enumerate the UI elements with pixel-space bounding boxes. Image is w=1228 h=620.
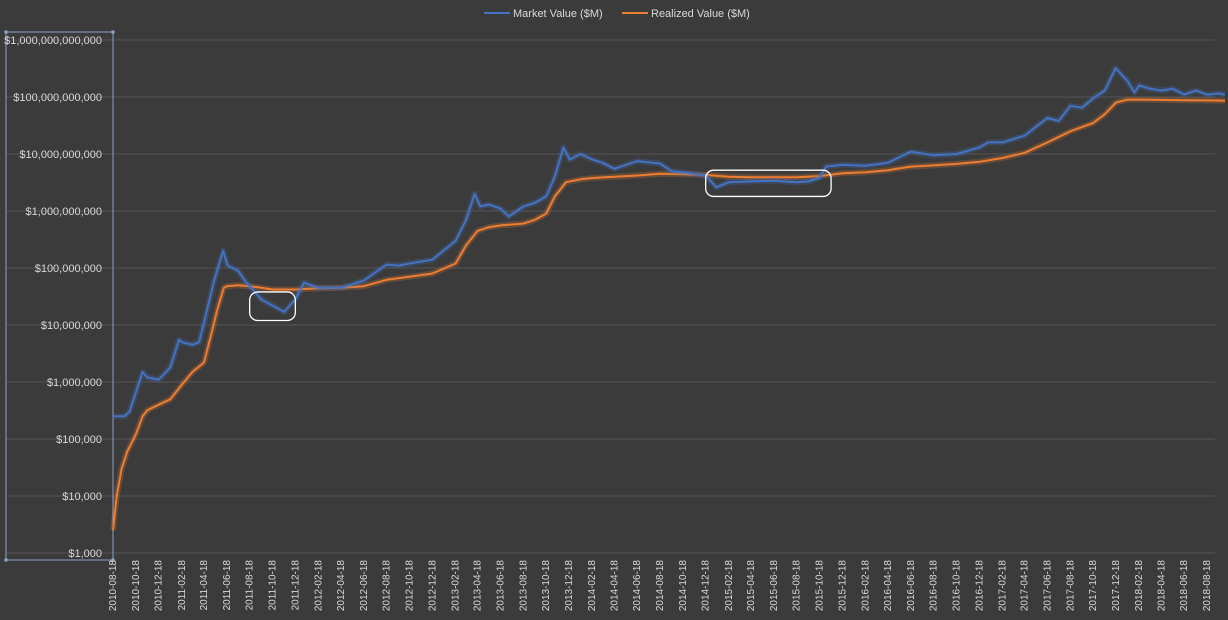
x-tick-label: 2012-02-18 bbox=[314, 560, 325, 612]
x-tick-label: 2011-12-18 bbox=[290, 560, 301, 611]
x-tick-label: 2012-04-18 bbox=[336, 560, 347, 612]
y-tick-label: $10,000,000 bbox=[41, 320, 102, 332]
x-tick-label: 2015-08-18 bbox=[792, 560, 803, 612]
legend-label-1: Realized Value ($M) bbox=[651, 8, 750, 20]
gridlines bbox=[6, 39, 1215, 554]
x-tick-label: 2017-02-18 bbox=[998, 560, 1009, 612]
x-tick-label: 2012-10-18 bbox=[405, 560, 416, 612]
x-tick-label: 2014-12-18 bbox=[701, 560, 712, 612]
x-tick-label: 2015-10-18 bbox=[814, 560, 825, 612]
y-tick-label: $1,000,000,000,000 bbox=[4, 35, 102, 47]
y-tick-label: $100,000,000 bbox=[35, 263, 102, 275]
x-tick-label: 2017-12-18 bbox=[1111, 560, 1122, 612]
x-tick-label: 2010-12-18 bbox=[154, 560, 165, 612]
x-tick-label: 2018-04-18 bbox=[1156, 560, 1167, 612]
x-tick-label: 2011-10-18 bbox=[267, 560, 278, 611]
legend-label-0: Market Value ($M) bbox=[513, 8, 603, 20]
annotation-highlight-0 bbox=[249, 291, 296, 322]
x-tick-label: 2014-10-18 bbox=[678, 560, 689, 612]
x-tick-label: 2016-02-18 bbox=[861, 560, 872, 612]
annotation-highlight-1 bbox=[705, 169, 832, 198]
x-tick-label: 2012-08-18 bbox=[382, 560, 393, 612]
x-tick-label: 2015-02-18 bbox=[724, 560, 735, 612]
x-tick-label: 2010-08-18 bbox=[108, 560, 119, 612]
y-tick-label: $100,000 bbox=[56, 434, 102, 446]
x-tick-label: 2014-04-18 bbox=[609, 560, 620, 612]
x-tick-label: 2013-12-18 bbox=[564, 560, 575, 612]
x-tick-label: 2010-10-18 bbox=[131, 560, 142, 612]
x-tick-label: 2015-06-18 bbox=[769, 560, 780, 612]
annotations bbox=[249, 169, 832, 322]
axis-handle bbox=[111, 30, 115, 34]
x-tick-label: 2011-04-18 bbox=[199, 560, 210, 611]
axis-handle bbox=[4, 30, 8, 34]
x-tick-labels: 2010-08-18 2010-10-18 2010-12-18 2011-02-18… bbox=[108, 560, 1213, 612]
y-tick-label: $1,000 bbox=[68, 548, 102, 560]
x-tick-label: 2016-06-18 bbox=[906, 560, 917, 612]
series-line-0 bbox=[113, 67, 1226, 418]
x-tick-label: 2016-10-18 bbox=[952, 560, 963, 612]
series-line-1 bbox=[112, 98, 1226, 531]
y-tick-label: $1,000,000 bbox=[47, 377, 102, 389]
x-tick-label: 2013-04-18 bbox=[473, 560, 484, 612]
x-tick-label: 2012-12-18 bbox=[427, 560, 438, 612]
x-tick-label: 2016-12-18 bbox=[974, 560, 985, 612]
series-glow-1 bbox=[110, 96, 1226, 531]
x-tick-label: 2018-06-18 bbox=[1179, 560, 1190, 612]
y-tick-label: $10,000 bbox=[62, 491, 102, 503]
x-tick-label: 2017-06-18 bbox=[1043, 560, 1054, 612]
x-tick-label: 2013-10-18 bbox=[541, 560, 552, 612]
axis-handle bbox=[111, 558, 115, 562]
x-tick-label: 2014-06-18 bbox=[632, 560, 643, 612]
legend: Market Value ($M) Realized Value ($M) bbox=[484, 8, 750, 20]
y-tick-label: $1,000,000,000 bbox=[26, 206, 102, 218]
series-lines bbox=[110, 65, 1226, 531]
x-tick-label: 2018-02-18 bbox=[1134, 560, 1145, 612]
x-tick-label: 2013-08-18 bbox=[518, 560, 529, 612]
x-tick-label: 2011-06-18 bbox=[222, 560, 233, 611]
y-tick-label: $10,000,000,000 bbox=[19, 149, 102, 161]
axis-handle bbox=[4, 558, 8, 562]
y-tick-labels: $1,000,000,000,000 $100,000,000,000 $10,00… bbox=[4, 35, 102, 560]
x-tick-label: 2017-10-18 bbox=[1088, 560, 1099, 612]
x-tick-label: 2017-08-18 bbox=[1065, 560, 1076, 612]
x-tick-label: 2016-08-18 bbox=[929, 560, 940, 612]
x-tick-label: 2015-04-18 bbox=[746, 560, 757, 612]
x-tick-label: 2017-04-18 bbox=[1020, 560, 1031, 612]
x-tick-label: 2018-08-18 bbox=[1202, 560, 1213, 612]
x-tick-label: 2016-04-18 bbox=[883, 560, 894, 612]
x-tick-label: 2013-02-18 bbox=[451, 560, 462, 612]
x-tick-label: 2014-08-18 bbox=[655, 560, 666, 612]
x-tick-label: 2012-06-18 bbox=[359, 560, 370, 612]
x-tick-label: 2011-08-18 bbox=[245, 560, 256, 611]
x-tick-label: 2013-06-18 bbox=[496, 560, 507, 612]
x-tick-label: 2014-02-18 bbox=[587, 560, 598, 612]
x-tick-label: 2011-02-18 bbox=[177, 560, 188, 611]
x-tick-label: 2015-12-18 bbox=[837, 560, 848, 612]
y-tick-label: $100,000,000,000 bbox=[13, 92, 102, 104]
axes bbox=[4, 30, 115, 562]
